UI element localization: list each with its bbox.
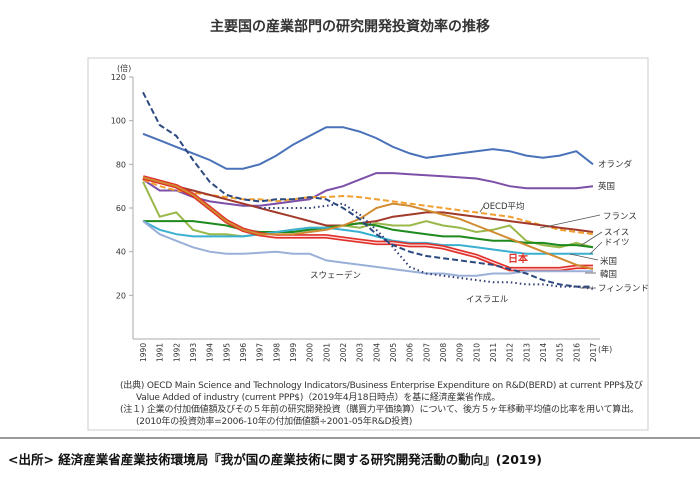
x-tick-label: 2009: [456, 343, 465, 362]
y-tick-label: 80: [116, 160, 126, 169]
x-tick-label: 1993: [189, 343, 198, 362]
series-label: イスラエル: [466, 295, 509, 305]
series-label: フィンランド: [598, 284, 649, 294]
x-tick-label: 1991: [156, 343, 165, 362]
series-line-フランス: [142, 176, 594, 233]
x-tick-label: 2002: [339, 343, 348, 362]
series-line-OECD平均: [142, 178, 594, 236]
chart-title: 主要国の産業部門の研究開発投資効率の推移: [210, 19, 490, 35]
x-tick-label: 2007: [422, 343, 431, 362]
x-tick-label: 1998: [272, 343, 281, 362]
series-label: スウェーデン: [310, 270, 361, 281]
series-label: 英国: [598, 181, 615, 192]
x-tick-label: 1992: [172, 343, 181, 362]
series-line-フィンランド: [142, 91, 593, 288]
x-tick-label: 1999: [289, 343, 298, 362]
y-tick-label: 20: [116, 291, 126, 300]
x-tick-label: 1994: [206, 343, 215, 362]
x-tick-label: 2008: [439, 343, 448, 362]
series-label: オランダ: [598, 159, 633, 170]
x-tick-label: 2015: [556, 343, 565, 362]
x-tick-label: 2005: [389, 343, 398, 362]
series-line-イスラエル: [259, 202, 594, 290]
series-label: スイス: [604, 228, 629, 238]
series-label: 韓国: [600, 269, 617, 280]
x-tick-label: 2001: [322, 343, 331, 362]
chart-frame: [87, 57, 649, 431]
series-line-英国: [142, 172, 594, 207]
leader-line: [579, 231, 603, 247]
x-tick-label: 2013: [522, 343, 531, 362]
series-label: フランス: [603, 212, 637, 222]
series-label: 日本: [508, 252, 529, 265]
x-tick-label: 1997: [256, 343, 265, 362]
x-tick-label: 2011: [489, 343, 498, 362]
leader-line: [589, 241, 603, 255]
y-tick-label: 40: [116, 248, 126, 257]
leader-line: [479, 205, 485, 213]
x-tick-label: 2010: [472, 343, 481, 362]
source-text: <出所> 経済産業省産業技術環境局『我が国の産業技術に関する研究開発活動の動向』…: [8, 452, 543, 467]
series-label: ドイツ: [604, 238, 630, 248]
series-label: OECD平均: [483, 201, 525, 212]
leader-line: [569, 253, 599, 261]
y-tick-label: 120: [111, 73, 126, 82]
x-tick-label: 2000: [306, 343, 315, 362]
note-1-cont: (2010年の投資効率=2006-10年の付加価値額÷2001-05年R&D投資…: [136, 417, 413, 427]
divider: [0, 437, 700, 439]
series-line-韓国: [142, 176, 594, 271]
x-tick-label: 2012: [506, 343, 515, 362]
note-source-cont: Value Added of industry (current PPP$)（2…: [136, 393, 501, 403]
x-tick-label: 2014: [539, 343, 548, 362]
x-tick-label: 1995: [222, 343, 231, 362]
x-tick-label: 2004: [372, 343, 381, 362]
series-line-米国: [142, 220, 593, 255]
y-tick-label: 60: [116, 204, 126, 213]
x-tick-label: 2016: [572, 343, 581, 362]
y-tick-label: 100: [111, 117, 126, 126]
note-1: (注１) 企業の付加価値額及びその５年前の研究開発投資（購買力平価換算）について…: [120, 405, 639, 415]
x-tick-label: 1990: [139, 343, 148, 362]
series-label: 米国: [600, 256, 617, 267]
x-tick-label: 2017: [589, 343, 598, 362]
x-tick-label: 2003: [356, 343, 365, 362]
series-line-スウェーデン: [142, 220, 593, 277]
x-unit-label: (年): [598, 344, 612, 354]
series-line-オランダ: [142, 126, 594, 170]
y-unit-label: (倍): [117, 63, 131, 73]
x-tick-label: 1996: [239, 343, 248, 362]
x-tick-label: 2006: [406, 343, 415, 362]
note-source: (出典) OECD Main Science and Technology In…: [120, 381, 643, 391]
leader-line: [539, 214, 601, 229]
